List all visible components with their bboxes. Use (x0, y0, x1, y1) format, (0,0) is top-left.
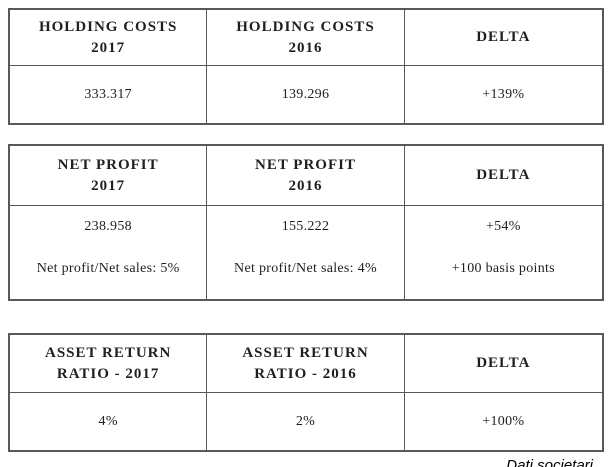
value-asset-return-2016: 2% (207, 393, 405, 450)
value-note: Net profit/Net sales: 5% (36, 260, 180, 276)
value-main: +54% (485, 218, 521, 234)
header-holding-costs-2016: HOLDING COSTS 2016 (207, 10, 405, 66)
header-line1: DELTA (476, 167, 531, 183)
table-net-profit: NET PROFIT 2017 NET PROFIT 2016 DELTA 23… (8, 144, 604, 301)
header-line1: ASSET RETURN (242, 344, 369, 361)
value-delta: +100% (482, 413, 525, 429)
header-line2: 2016 (288, 39, 323, 56)
header-line2: 2017 (91, 177, 126, 194)
header-line1: HOLDING COSTS (38, 18, 178, 35)
header-line1: NET PROFIT (254, 156, 356, 173)
header-line2: RATIO - 2016 (254, 365, 357, 382)
header-asset-return-2017: ASSET RETURN RATIO - 2017 (10, 335, 208, 393)
header-net-profit-2017: NET PROFIT 2017 (10, 146, 208, 206)
header-line1: DELTA (476, 29, 531, 45)
value-holding-costs-2017: 333.317 (10, 66, 208, 123)
value-holding-costs-2016: 139.296 (207, 66, 405, 123)
value-asset-return-2017: 4% (10, 393, 208, 450)
header-delta: DELTA (404, 10, 602, 66)
header-delta: DELTA (404, 335, 602, 393)
header-line2: RATIO - 2017 (56, 365, 160, 382)
header-asset-return-2016: ASSET RETURN RATIO - 2016 (207, 335, 405, 393)
value-net-profit-2017: 238.958 Net profit/Net sales: 5% (10, 206, 208, 299)
header-line1: NET PROFIT (57, 156, 159, 173)
header-net-profit-2016: NET PROFIT 2016 (207, 146, 405, 206)
header-line1: DELTA (476, 355, 531, 371)
header-line2: 2016 (288, 177, 323, 194)
source-caption: Dati societari (506, 457, 593, 467)
header-holding-costs-2017: HOLDING COSTS 2017 (10, 10, 208, 66)
value-delta: +139% (482, 86, 525, 102)
value-note: +100 basis points (451, 260, 555, 276)
table-holding-costs: HOLDING COSTS 2017 HOLDING COSTS 2016 DE… (8, 8, 604, 125)
header-line2: 2017 (91, 39, 126, 56)
table-asset-return-ratio: ASSET RETURN RATIO - 2017 ASSET RETURN R… (8, 333, 604, 452)
value-main: 155.222 (281, 218, 330, 234)
value-note: Net profit/Net sales: 4% (234, 260, 377, 276)
value-net-profit-2016: 155.222 Net profit/Net sales: 4% (207, 206, 405, 299)
header-line1: ASSET RETURN (44, 344, 172, 361)
header-line1: HOLDING COSTS (236, 18, 375, 35)
header-delta: DELTA (404, 146, 602, 206)
value-main: 238.958 (84, 218, 132, 234)
value-delta: +54% +100 basis points (405, 206, 602, 299)
